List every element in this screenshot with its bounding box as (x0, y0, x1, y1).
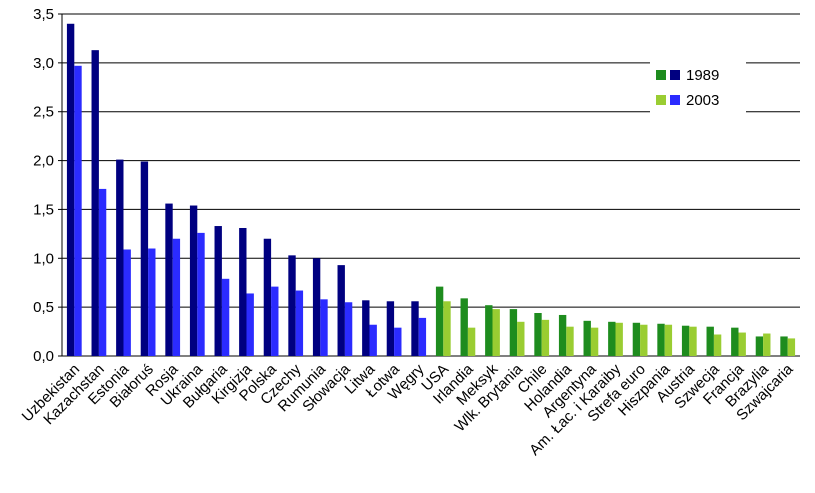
bar (787, 338, 796, 356)
bar (681, 325, 690, 356)
y-tick-label: 0,0 (33, 348, 54, 365)
bar (246, 293, 254, 356)
bar (738, 332, 746, 356)
bar (337, 265, 345, 356)
bar (780, 336, 788, 356)
y-tick-label: 3,0 (33, 55, 54, 72)
bar (590, 327, 599, 356)
y-tick-label: 0,5 (33, 299, 54, 316)
bar (369, 324, 377, 356)
bar (197, 232, 205, 356)
bar (485, 305, 493, 356)
bar (689, 326, 697, 356)
bar (312, 258, 321, 356)
legend-swatch (670, 95, 680, 105)
bar (558, 314, 567, 356)
bar (755, 336, 764, 356)
bar (640, 324, 648, 356)
bar (541, 319, 550, 356)
legend-swatch (656, 95, 666, 105)
bar (517, 321, 525, 356)
bar (394, 327, 402, 356)
bar (411, 301, 419, 356)
bar (74, 65, 82, 356)
bar (443, 301, 451, 356)
bar (221, 278, 230, 356)
bar (189, 205, 198, 356)
bar (632, 322, 641, 356)
bar (731, 327, 739, 356)
bar (123, 249, 131, 356)
bar (435, 286, 444, 356)
legend-swatch (656, 70, 666, 80)
bar (344, 302, 353, 356)
bar (140, 161, 149, 356)
y-tick-label: 2,0 (33, 153, 54, 170)
bar (165, 203, 173, 356)
legend-label: 1989 (686, 67, 719, 84)
bar (566, 326, 574, 356)
bar (362, 300, 370, 356)
bar (608, 321, 616, 356)
bar (66, 23, 75, 357)
bar (295, 290, 304, 356)
bar (271, 286, 279, 356)
bar (214, 226, 222, 356)
bar (386, 301, 395, 356)
bar (460, 298, 468, 356)
bar (418, 317, 427, 356)
bar (116, 159, 124, 356)
bar (288, 255, 296, 356)
bar (263, 238, 272, 356)
bar (172, 238, 181, 356)
bar (534, 313, 542, 356)
bar (91, 50, 99, 356)
bar (467, 327, 476, 356)
y-tick-label: 2,5 (33, 104, 54, 121)
bar (583, 320, 591, 356)
y-tick-label: 3,5 (33, 6, 54, 23)
legend-swatch (670, 70, 680, 80)
y-tick-label: 1,0 (33, 250, 54, 267)
bar (763, 333, 771, 356)
bar (706, 326, 714, 356)
legend-label: 2003 (686, 92, 719, 109)
bar (239, 227, 247, 356)
bar (657, 323, 665, 356)
bar (98, 188, 107, 356)
bar (713, 334, 722, 356)
y-tick-label: 1,5 (33, 201, 54, 218)
bar (148, 248, 156, 356)
bar (615, 322, 623, 356)
bar (492, 309, 500, 356)
bar (509, 309, 518, 356)
bar (320, 299, 328, 356)
bar (664, 324, 673, 356)
